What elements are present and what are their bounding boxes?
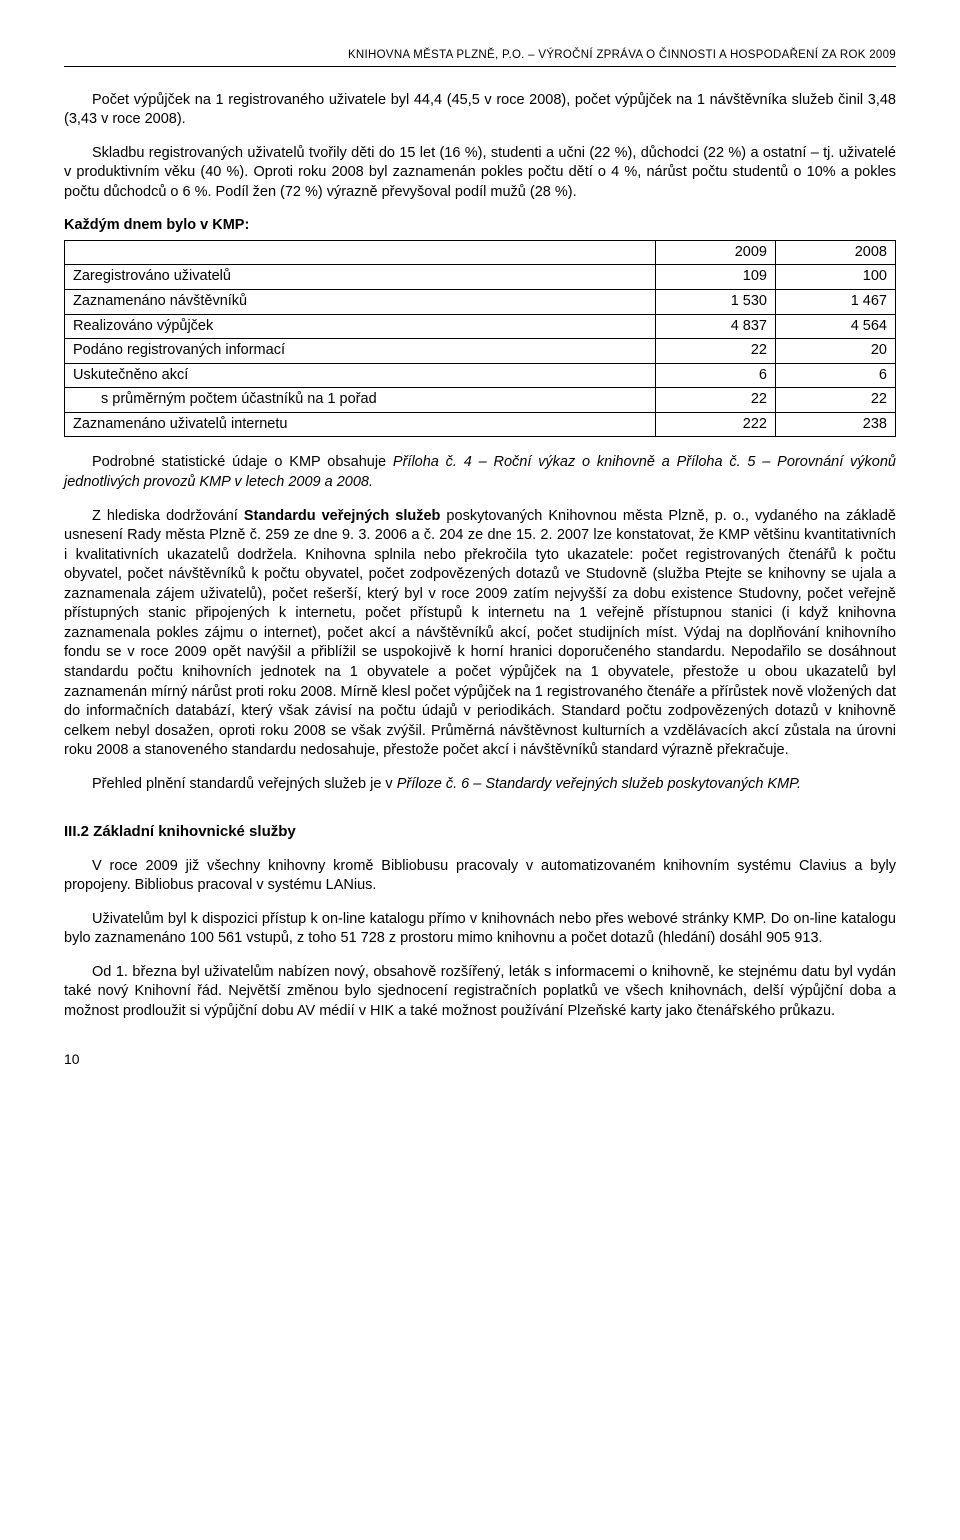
stats-table: 2009 2008 Zaregistrováno uživatelů109100… xyxy=(64,240,896,438)
table-cell-2009: 22 xyxy=(656,388,776,413)
para4-bold: Standardu veřejných služeb xyxy=(244,508,441,524)
table-row: Zaznamenáno návštěvníků1 5301 467 xyxy=(65,290,896,315)
table-row: Zaznamenáno uživatelů internetu222238 xyxy=(65,412,896,437)
table-row: s průměrným počtem účastníků na 1 pořad2… xyxy=(65,388,896,413)
table-cell-label: Realizováno výpůjček xyxy=(65,314,656,339)
para3-text: Podrobné statistické údaje o KMP obsahuj… xyxy=(92,454,393,470)
table-cell-label: Zaznamenáno uživatelů internetu xyxy=(65,412,656,437)
table-col-empty xyxy=(65,240,656,265)
table-cell-label: Zaznamenáno návštěvníků xyxy=(65,290,656,315)
para5-text: Přehled plnění standardů veřejných služe… xyxy=(92,776,397,792)
paragraph-5: Přehled plnění standardů veřejných služe… xyxy=(64,775,896,795)
table-cell-label: s průměrným počtem účastníků na 1 pořad xyxy=(65,388,656,413)
table-cell-2009: 222 xyxy=(656,412,776,437)
table-header-row: 2009 2008 xyxy=(65,240,896,265)
table-cell-2008: 1 467 xyxy=(776,290,896,315)
table-cell-2008: 22 xyxy=(776,388,896,413)
paragraph-2: Skladbu registrovaných uživatelů tvořily… xyxy=(64,144,896,203)
section-heading: III.2 Základní knihovnické služby xyxy=(64,822,896,842)
table-row: Uskutečněno akcí66 xyxy=(65,363,896,388)
table-cell-2009: 109 xyxy=(656,265,776,290)
table-cell-2009: 4 837 xyxy=(656,314,776,339)
table-row: Realizováno výpůjček4 8374 564 xyxy=(65,314,896,339)
table-cell-2008: 4 564 xyxy=(776,314,896,339)
paragraph-3: Podrobné statistické údaje o KMP obsahuj… xyxy=(64,453,896,492)
paragraph-4: Z hlediska dodržování Standardu veřejnýc… xyxy=(64,507,896,761)
table-row: Podáno registrovaných informací2220 xyxy=(65,339,896,364)
table-col-2008: 2008 xyxy=(776,240,896,265)
para5-ref: Příloze č. 6 – Standardy veřejných služe… xyxy=(397,776,801,792)
table-cell-2008: 6 xyxy=(776,363,896,388)
table-cell-label: Uskutečněno akcí xyxy=(65,363,656,388)
para4-pre: Z hlediska dodržování xyxy=(92,508,244,524)
table-cell-2008: 238 xyxy=(776,412,896,437)
table-cell-2009: 22 xyxy=(656,339,776,364)
table-cell-2008: 100 xyxy=(776,265,896,290)
table-col-2009: 2009 xyxy=(656,240,776,265)
paragraph-1: Počet výpůjček na 1 registrovaného uživa… xyxy=(64,91,896,130)
page-header: KNIHOVNA MĚSTA PLZNĚ, P.O. – VÝROČNÍ ZPR… xyxy=(64,48,896,67)
table-intro: Každým dnem bylo v KMP: xyxy=(64,216,896,236)
paragraph-7: Uživatelům byl k dispozici přístup k on-… xyxy=(64,910,896,949)
document-page: KNIHOVNA MĚSTA PLZNĚ, P.O. – VÝROČNÍ ZPR… xyxy=(0,0,960,1108)
table-cell-label: Zaregistrováno uživatelů xyxy=(65,265,656,290)
table-row: Zaregistrováno uživatelů109100 xyxy=(65,265,896,290)
table-cell-2009: 1 530 xyxy=(656,290,776,315)
page-number: 10 xyxy=(64,1050,896,1069)
table-cell-label: Podáno registrovaných informací xyxy=(65,339,656,364)
paragraph-8: Od 1. března byl uživatelům nabízen nový… xyxy=(64,963,896,1022)
table-cell-2008: 20 xyxy=(776,339,896,364)
para4-rest: poskytovaných Knihovnou města Plzně, p. … xyxy=(64,508,896,759)
paragraph-6: V roce 2009 již všechny knihovny kromě B… xyxy=(64,857,896,896)
table-cell-2009: 6 xyxy=(656,363,776,388)
